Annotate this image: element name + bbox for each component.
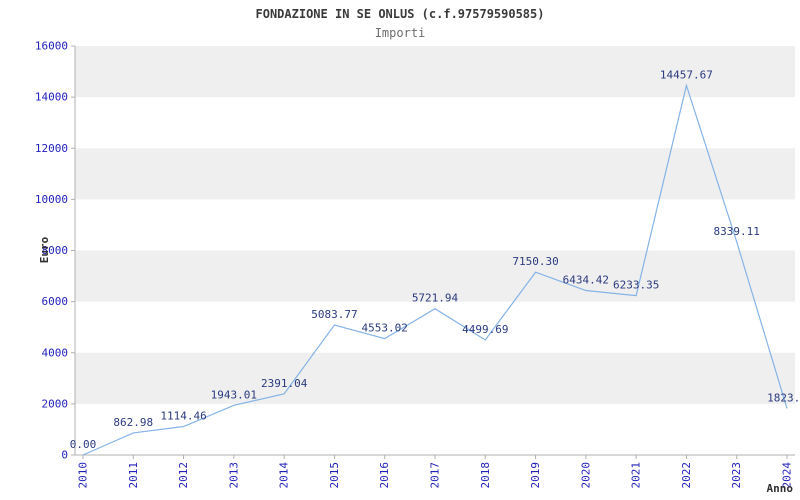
chart-subtitle: Importi bbox=[374, 26, 426, 40]
svg-text:2019: 2019 bbox=[529, 462, 542, 489]
svg-text:6233.35: 6233.35 bbox=[613, 279, 659, 292]
svg-text:2018: 2018 bbox=[479, 462, 492, 489]
svg-text:2011: 2011 bbox=[127, 462, 140, 489]
svg-text:2021: 2021 bbox=[630, 462, 643, 489]
svg-text:4553.02: 4553.02 bbox=[362, 322, 408, 335]
svg-text:2016: 2016 bbox=[378, 462, 391, 489]
svg-text:6000: 6000 bbox=[42, 295, 69, 308]
svg-text:2010: 2010 bbox=[77, 462, 90, 489]
svg-text:10000: 10000 bbox=[35, 193, 68, 206]
svg-text:8339.11: 8339.11 bbox=[714, 225, 760, 238]
svg-text:1943.01: 1943.01 bbox=[211, 388, 257, 401]
svg-text:1114.46: 1114.46 bbox=[160, 410, 206, 423]
svg-text:14457.67: 14457.67 bbox=[660, 68, 713, 81]
svg-text:6434.42: 6434.42 bbox=[563, 274, 609, 287]
svg-text:5083.77: 5083.77 bbox=[311, 308, 357, 321]
svg-text:2014: 2014 bbox=[278, 462, 291, 489]
svg-text:5721.94: 5721.94 bbox=[412, 292, 459, 305]
svg-text:2022: 2022 bbox=[680, 462, 693, 489]
svg-text:1823.1: 1823.1 bbox=[767, 391, 800, 404]
svg-text:16000: 16000 bbox=[35, 40, 68, 53]
svg-text:0: 0 bbox=[61, 449, 68, 462]
svg-text:2024: 2024 bbox=[781, 462, 794, 489]
plot-area: 0 2000 4000 6000 8000 10000 12000 14000 16000 201… bbox=[35, 40, 800, 489]
svg-text:2017: 2017 bbox=[429, 462, 442, 489]
svg-text:2013: 2013 bbox=[227, 462, 240, 489]
x-axis-title: Anno bbox=[767, 482, 794, 495]
svg-text:2020: 2020 bbox=[579, 462, 592, 489]
svg-text:2012: 2012 bbox=[177, 462, 190, 489]
svg-text:0.00: 0.00 bbox=[70, 438, 97, 451]
svg-text:2000: 2000 bbox=[42, 397, 69, 410]
svg-text:2391.04: 2391.04 bbox=[261, 377, 308, 390]
y-axis-title: Euro bbox=[38, 236, 51, 263]
svg-text:2023: 2023 bbox=[730, 462, 743, 489]
svg-text:862.98: 862.98 bbox=[113, 416, 153, 429]
svg-text:12000: 12000 bbox=[35, 142, 68, 155]
svg-text:7150.30: 7150.30 bbox=[512, 255, 558, 268]
svg-text:4000: 4000 bbox=[42, 346, 69, 359]
svg-text:14000: 14000 bbox=[35, 91, 68, 104]
svg-text:2015: 2015 bbox=[328, 462, 341, 489]
svg-text:8000: 8000 bbox=[42, 244, 69, 257]
chart-title: FONDAZIONE IN SE ONLUS (c.f.97579590585) bbox=[255, 7, 545, 21]
svg-text:4499.69: 4499.69 bbox=[462, 323, 508, 336]
